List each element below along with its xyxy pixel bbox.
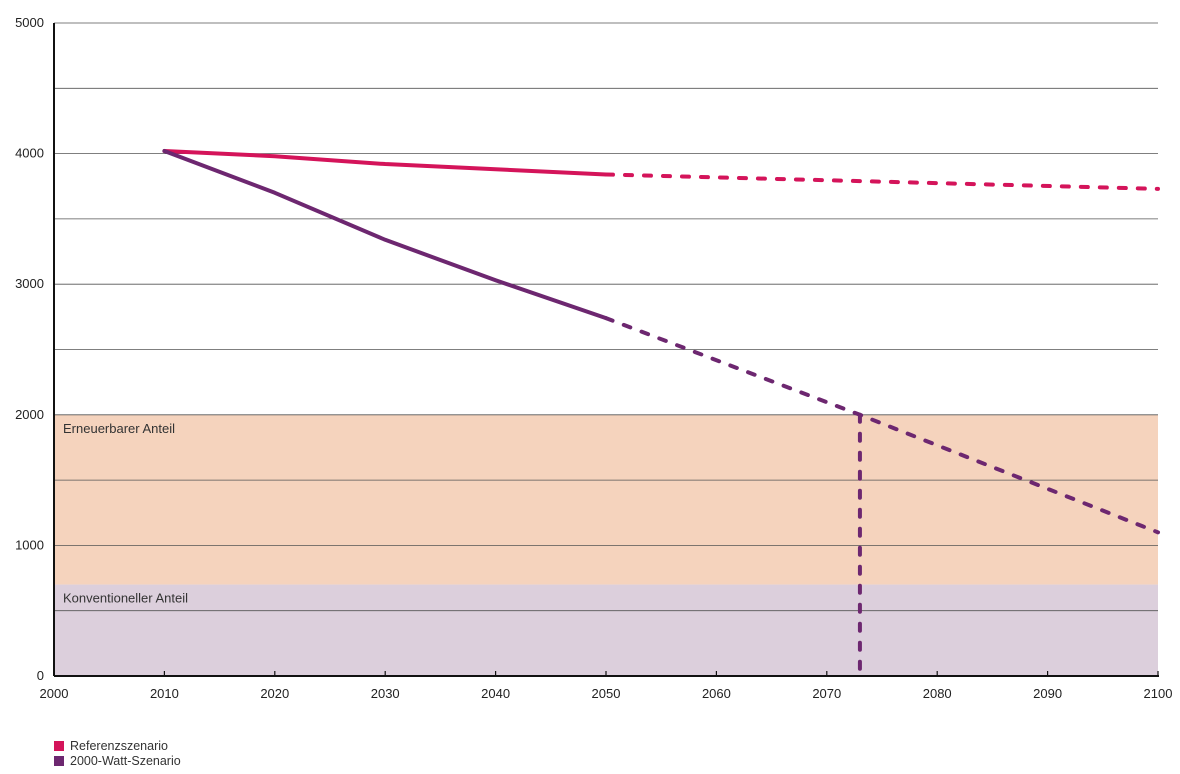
series-1-dashed-line bbox=[604, 316, 1160, 535]
legend-swatch-2000-watt bbox=[54, 755, 64, 766]
series-0-dashed-line bbox=[604, 172, 1160, 191]
x-tick-label-2090: 2090 bbox=[1033, 686, 1062, 701]
x-tick-label-2010: 2010 bbox=[150, 686, 179, 701]
axes-layer bbox=[53, 23, 1159, 677]
legend-label-reference: Referenzszenario bbox=[70, 738, 168, 753]
y-tick-label-5000: 5000 bbox=[15, 15, 44, 30]
legend-label-2000-watt: 2000-Watt-Szenario bbox=[70, 753, 181, 768]
x-tick-label-2050: 2050 bbox=[592, 686, 621, 701]
x-tick-label-2080: 2080 bbox=[923, 686, 952, 701]
y-tick-label-1000: 1000 bbox=[15, 537, 44, 552]
band-1 bbox=[54, 584, 1158, 676]
x-tick-label-2100: 2100 bbox=[1144, 686, 1173, 701]
band-0 bbox=[54, 414, 1158, 585]
x-tick-label-2060: 2060 bbox=[702, 686, 731, 701]
legend-item-reference: Referenzszenario bbox=[54, 738, 181, 753]
series-1-solid-line bbox=[162, 148, 608, 321]
x-tick-label-2030: 2030 bbox=[371, 686, 400, 701]
legend-swatch-reference bbox=[54, 740, 64, 751]
labels-layer: Erneuerbarer Anteil Konventioneller Antei… bbox=[15, 15, 1172, 701]
y-tick-label-4000: 4000 bbox=[15, 146, 44, 161]
y-tick-label-0: 0 bbox=[37, 668, 44, 683]
y-tick-label-2000: 2000 bbox=[15, 407, 44, 422]
series-layer bbox=[162, 148, 1160, 678]
x-tick-label-2020: 2020 bbox=[260, 686, 289, 701]
chart: Erneuerbarer Anteil Konventioneller Antei… bbox=[15, 15, 1172, 701]
x-tick-label-2040: 2040 bbox=[481, 686, 510, 701]
legend: Referenzszenario 2000-Watt-Szenario bbox=[54, 738, 181, 768]
band-label-1: Konventioneller Anteil bbox=[63, 591, 188, 606]
x-tick-label-2070: 2070 bbox=[812, 686, 841, 701]
series-0-solid-line bbox=[162, 148, 608, 177]
bands-layer bbox=[54, 414, 1158, 676]
legend-item-2000-watt: 2000-Watt-Szenario bbox=[54, 753, 181, 768]
band-label-0: Erneuerbarer Anteil bbox=[63, 421, 175, 436]
x-tick-label-2000: 2000 bbox=[40, 686, 69, 701]
y-tick-label-3000: 3000 bbox=[15, 276, 44, 291]
